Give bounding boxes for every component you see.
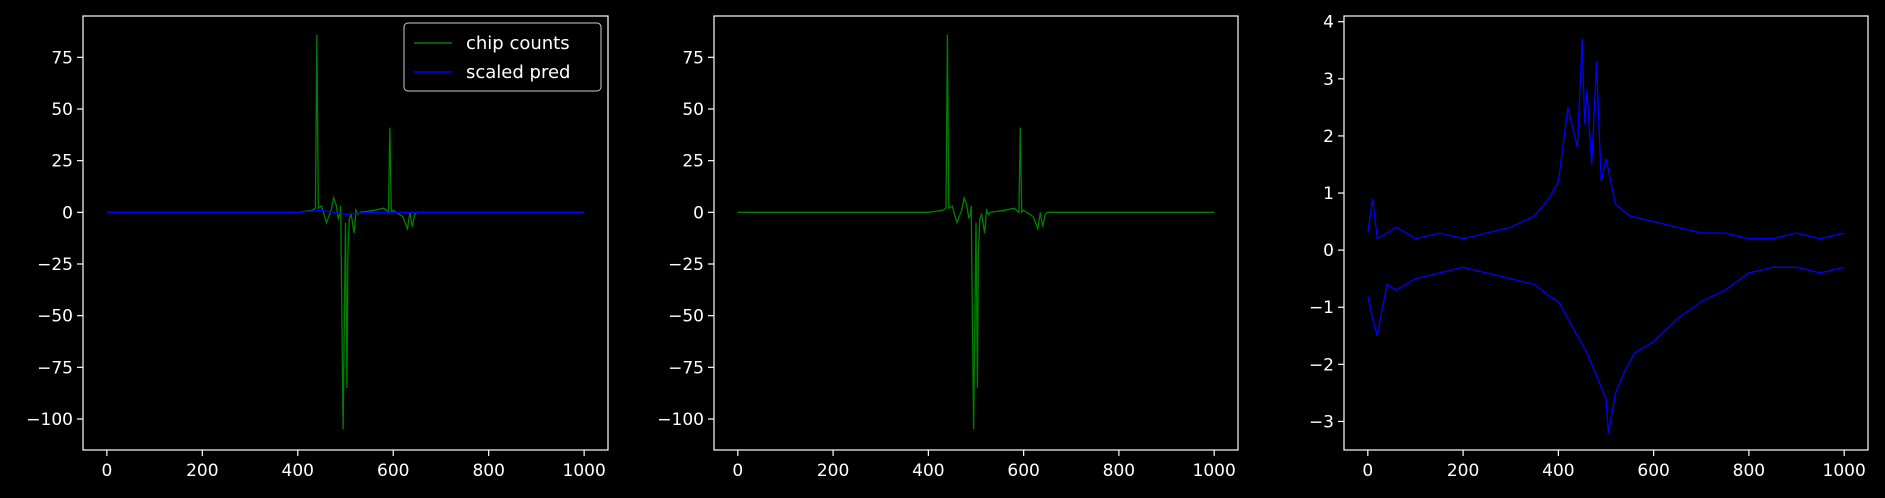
x-tick-label: 200	[186, 461, 218, 481]
y-tick-label: −75	[37, 358, 73, 378]
x-tick-label: 1000	[1193, 461, 1236, 481]
y-tick-label: 75	[682, 48, 704, 68]
y-tick-label: −2	[1309, 355, 1334, 375]
x-tick-label: 1000	[563, 461, 606, 481]
x-tick-label: 1000	[1823, 461, 1866, 481]
x-tick-label: 0	[732, 461, 743, 481]
x-tick-label: 400	[1542, 461, 1574, 481]
axes-frame-left	[82, 15, 609, 451]
y-tick-label: 50	[682, 100, 704, 120]
x-tick-label: 400	[912, 461, 944, 481]
y-tick-label: 25	[682, 152, 704, 172]
axes-frame-middle	[713, 15, 1239, 451]
x-tick-label: 800	[472, 461, 504, 481]
y-tick-label: 4	[1323, 13, 1334, 33]
line-series-0	[1367, 38, 1845, 240]
x-ticks-left: 0 200 400 600 800 1000	[101, 450, 606, 481]
x-ticks-middle: 0 200 400 600 800 1000	[732, 450, 1236, 481]
y-tick-label: −100	[657, 410, 704, 430]
y-tick-label: 0	[693, 203, 704, 223]
y-tick-label: −100	[26, 410, 73, 430]
legend: chip counts scaled pred	[403, 22, 602, 92]
y-ticks-left: 75 50 25 0 −25 −50 −75 −100	[26, 48, 83, 430]
y-tick-label: −75	[668, 358, 704, 378]
x-tick-label: 600	[377, 461, 409, 481]
y-tick-label: −50	[37, 307, 73, 327]
axes-frame-right	[1343, 15, 1869, 451]
plot-lines-middle	[737, 34, 1215, 430]
chart-left: 0 200 400 600 800 1000 75 50 25 0 −25 −50 −75 −100 c…	[26, 15, 609, 481]
x-tick-label: 400	[282, 461, 314, 481]
y-tick-label: −50	[668, 307, 704, 327]
y-tick-label: 3	[1323, 70, 1334, 90]
y-tick-label: −25	[668, 255, 704, 275]
x-tick-label: 200	[1447, 461, 1479, 481]
y-tick-label: −25	[37, 255, 73, 275]
legend-label-chip-counts: chip counts	[466, 33, 570, 54]
chart-middle: 0 200 400 600 800 1000 75 50 25 0 −25 −50 −75 −100	[657, 15, 1239, 481]
x-tick-label: 600	[1007, 461, 1039, 481]
line-series-1	[1367, 266, 1845, 434]
y-tick-label: 1	[1323, 184, 1334, 204]
y-tick-label: 25	[51, 152, 73, 172]
x-tick-label: 0	[101, 461, 112, 481]
legend-label-scaled-pred: scaled pred	[466, 62, 570, 83]
x-tick-label: 0	[1362, 461, 1373, 481]
y-tick-label: 75	[51, 48, 73, 68]
x-tick-label: 200	[817, 461, 849, 481]
y-tick-label: 2	[1323, 127, 1334, 147]
line-series-0	[737, 34, 1215, 430]
x-ticks-right: 0 200 400 600 800 1000	[1362, 450, 1866, 481]
x-tick-label: 800	[1733, 461, 1765, 481]
plot-lines-right	[1367, 38, 1845, 434]
plot-lines-left	[106, 34, 585, 430]
y-tick-label: 50	[51, 100, 73, 120]
x-tick-label: 800	[1103, 461, 1135, 481]
line-scaled-pred	[106, 209, 585, 216]
y-tick-label: −1	[1309, 298, 1334, 318]
y-tick-label: 0	[1323, 241, 1334, 261]
y-ticks-middle: 75 50 25 0 −25 −50 −75 −100	[657, 48, 714, 430]
legend-box	[403, 22, 602, 92]
chart-right: 0 200 400 600 800 1000 4 3 2 1 0 −1 −2 −3	[1309, 13, 1869, 481]
y-ticks-right: 4 3 2 1 0 −1 −2 −3	[1309, 13, 1344, 432]
y-tick-label: 0	[62, 203, 73, 223]
y-tick-label: −3	[1309, 412, 1334, 432]
x-tick-label: 600	[1637, 461, 1669, 481]
